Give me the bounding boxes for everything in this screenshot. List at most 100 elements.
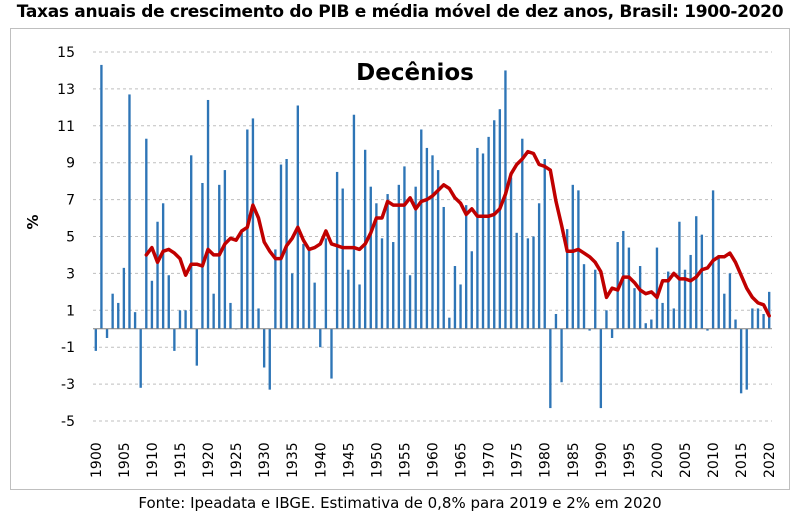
x-tick-label: 1980	[538, 442, 554, 478]
bar	[330, 328, 333, 379]
y-tick-label: 7	[66, 193, 75, 209]
bar	[633, 288, 636, 329]
bar	[291, 273, 294, 329]
y-tick-label: 11	[57, 119, 75, 135]
bar	[560, 328, 563, 383]
bar	[459, 284, 462, 329]
bar	[667, 271, 670, 329]
x-tick-label: 1955	[397, 442, 413, 478]
y-axis-ticks: 15 13 11 9 7 5 3 1 -1 -3 -5	[57, 45, 75, 430]
moving-average-series	[144, 149, 771, 318]
x-tick-label: 1910	[145, 442, 161, 478]
y-tick-label: 1	[66, 303, 75, 319]
bar	[403, 166, 406, 329]
bar	[94, 328, 97, 351]
bar	[139, 328, 142, 388]
bar	[599, 328, 603, 409]
bar	[745, 328, 748, 390]
bar	[515, 232, 518, 329]
bar	[706, 328, 709, 331]
gridlines	[93, 51, 772, 422]
x-tick-label: 2000	[650, 442, 666, 478]
bar	[347, 269, 350, 329]
bar	[683, 269, 687, 329]
bar	[184, 310, 187, 329]
x-tick-label: 2015	[734, 442, 750, 478]
bar	[251, 118, 255, 329]
bar	[577, 190, 580, 329]
bar	[700, 234, 704, 329]
bar	[734, 319, 737, 329]
x-tick-label: 1920	[201, 442, 217, 478]
bar	[133, 312, 137, 329]
bar	[173, 328, 176, 351]
bar	[167, 275, 170, 329]
bar	[111, 293, 114, 329]
bar	[302, 243, 305, 329]
bar	[453, 266, 457, 329]
bar	[279, 164, 283, 329]
bar	[117, 302, 120, 329]
y-tick-label: 5	[66, 230, 75, 246]
bar	[627, 247, 631, 329]
bar	[392, 242, 395, 329]
bar	[229, 302, 232, 329]
bar	[414, 186, 417, 329]
bar	[678, 221, 681, 329]
y-tick-label: -5	[61, 414, 75, 430]
x-tick-label: 1950	[369, 442, 385, 478]
bar	[723, 293, 726, 329]
x-tick-label: 1985	[566, 442, 582, 478]
decade-annotation: Decênios	[356, 60, 474, 86]
y-tick-label: 13	[57, 82, 75, 98]
bar	[128, 94, 131, 329]
bar	[476, 147, 479, 329]
y-tick-label: -1	[61, 340, 75, 356]
bar	[464, 205, 468, 329]
x-tick-label: 1990	[594, 442, 610, 478]
bar	[408, 275, 412, 329]
x-tick-label: 1915	[173, 442, 189, 478]
bar	[661, 302, 664, 329]
moving-average-line	[144, 149, 771, 318]
bar	[178, 310, 182, 329]
bar	[717, 254, 720, 329]
bar	[397, 184, 401, 329]
bar	[313, 282, 316, 329]
bar	[201, 182, 204, 329]
bar	[504, 70, 507, 329]
bar	[448, 317, 451, 329]
bar	[223, 170, 227, 329]
bar	[588, 328, 591, 331]
bar	[739, 328, 743, 394]
bar	[605, 310, 608, 329]
bar	[728, 273, 732, 329]
source-note: Fonte: Ipeadata e IBGE. Estimativa de 0,…	[138, 494, 662, 512]
bar	[616, 242, 619, 329]
bar	[358, 284, 361, 329]
bar	[105, 328, 109, 338]
x-tick-label: 1905	[117, 442, 133, 478]
bar	[762, 313, 765, 329]
bar	[218, 184, 221, 329]
bar	[145, 138, 148, 329]
bar	[644, 323, 647, 329]
bar	[161, 203, 165, 329]
x-tick-label: 1975	[510, 442, 526, 478]
x-tick-label: 2020	[762, 442, 778, 478]
bar	[319, 328, 322, 348]
x-tick-label: 2010	[706, 442, 722, 478]
bar	[549, 328, 552, 409]
bar	[554, 313, 558, 329]
bar	[262, 328, 266, 368]
bar	[436, 170, 440, 329]
bar	[341, 188, 344, 329]
bar	[150, 280, 154, 329]
bar	[582, 264, 586, 329]
y-axis-label: %	[24, 214, 42, 229]
x-tick-label: 1925	[229, 442, 245, 478]
x-tick-label: 1930	[257, 442, 273, 478]
bar	[751, 308, 754, 329]
bar	[420, 129, 423, 329]
x-tick-label: 2005	[678, 442, 694, 478]
